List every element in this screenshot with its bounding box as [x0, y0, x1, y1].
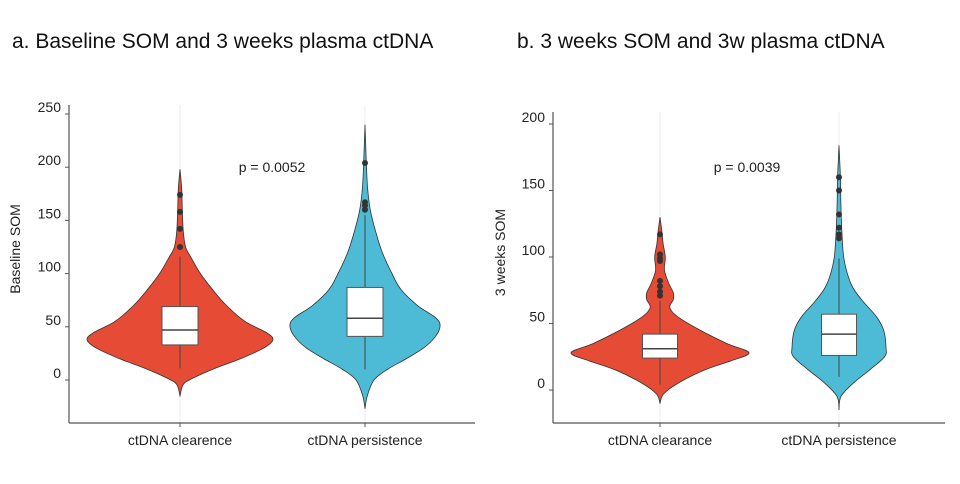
chart-b: 0 50 100 150 200 3 weeks SOM ctDNA clearance ct… [492, 109, 945, 448]
outlier-point [836, 187, 842, 194]
y-tick-label: 200 [522, 109, 546, 125]
outlier-point [836, 211, 842, 218]
chart-a-title: a. Baseline SOM and 3 weeks plasma ctDNA [12, 30, 434, 53]
outlier-point [362, 199, 368, 206]
y-tick-label: 150 [38, 205, 62, 221]
x-tick-label: ctDNA persistence [307, 432, 422, 448]
y-tick-label: 100 [522, 242, 546, 258]
box [346, 286, 384, 337]
outlier-point [177, 244, 183, 250]
y-tick-label: 0 [53, 365, 61, 381]
y-axis-label: Baseline SOM [7, 204, 23, 293]
y-axis-label: 3 weeks SOM [492, 209, 508, 296]
outlier-point [836, 231, 842, 238]
outlier-point [836, 174, 842, 181]
box [161, 306, 199, 346]
outlier-point [177, 225, 183, 232]
y-tick-label: 50 [45, 312, 61, 328]
outlier-point [657, 277, 663, 284]
y-tick-label: 50 [529, 309, 545, 325]
outlier-point [177, 191, 183, 198]
y-tick-label: 200 [38, 152, 62, 168]
chart-b-title: b. 3 weeks SOM and 3w plasma ctDNA [517, 30, 885, 53]
chart-a: 0 50 100 150 200 250 Baseline SOM ctDNA clearen… [7, 99, 475, 448]
y-tick-label: 250 [38, 99, 62, 115]
outlier-point [836, 224, 842, 231]
outlier-point [362, 159, 368, 166]
outlier-point [657, 231, 663, 238]
box [642, 333, 678, 359]
outlier-point [657, 251, 663, 258]
p-value-annotation: p = 0.0052 [239, 159, 306, 175]
outlier-point [657, 283, 663, 290]
outlier-point [362, 206, 368, 213]
x-tick-label: ctDNA clearance [608, 432, 712, 448]
outlier-point [657, 288, 663, 295]
p-value-annotation: p = 0.0039 [714, 159, 781, 175]
y-tick-label: 0 [537, 375, 545, 391]
y-tick-label: 100 [38, 259, 62, 275]
x-tick-label: ctDNA persistence [781, 432, 896, 448]
outlier-point [177, 208, 183, 215]
y-tick-label: 150 [522, 176, 546, 192]
x-tick-label: ctDNA clearence [128, 432, 232, 448]
